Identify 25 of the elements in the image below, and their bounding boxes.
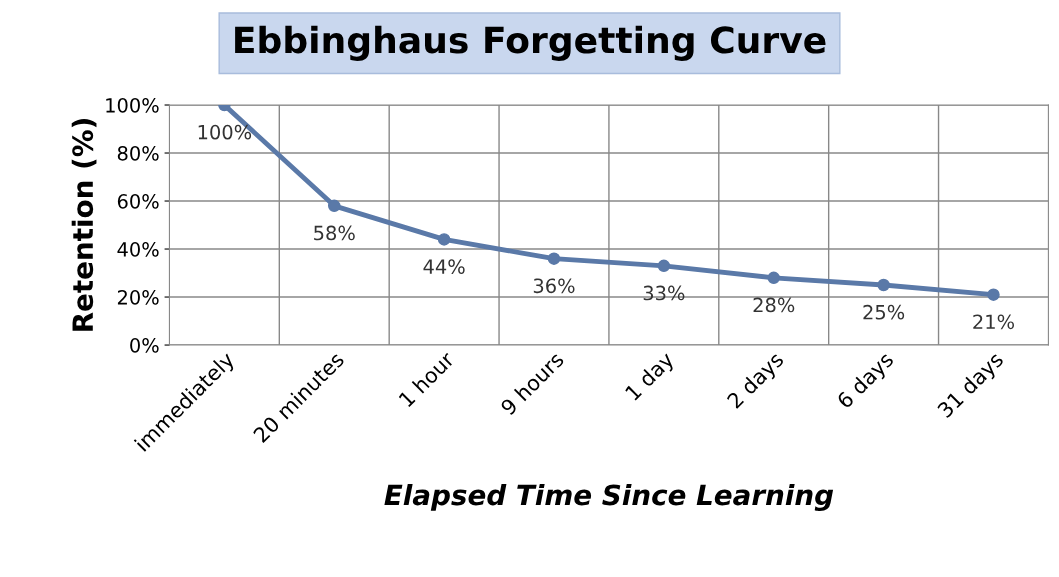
y-tick-label: 20% <box>117 290 159 305</box>
y-tick-label: 0% <box>130 338 159 353</box>
data-label: 28% <box>753 297 795 313</box>
data-label: 58% <box>314 225 355 241</box>
point <box>987 288 1000 301</box>
y-tick-label: 80% <box>117 145 159 161</box>
data-label: 33% <box>643 285 685 301</box>
point <box>877 278 890 292</box>
chart-title: Ebbinghaus Forgetting Curve <box>235 25 826 61</box>
data-label: 44% <box>423 259 465 274</box>
point <box>767 271 780 285</box>
y-tick-label: 60% <box>117 193 159 209</box>
point <box>657 259 671 273</box>
data-label: 25% <box>863 304 905 320</box>
data-label: 36% <box>533 278 575 294</box>
y-axis-title: Retention (%) <box>71 119 97 331</box>
y-tick-label: 100% <box>106 97 159 113</box>
point <box>327 199 341 213</box>
y-tick-label: 40% <box>117 241 159 257</box>
data-label: 100% <box>198 124 252 140</box>
point <box>547 252 561 265</box>
point <box>437 233 451 246</box>
x-axis-title: Elapsed Time Since Learning <box>384 483 834 512</box>
x-tick-label: 1 day <box>624 350 678 404</box>
data-label: 21% <box>973 314 1015 330</box>
